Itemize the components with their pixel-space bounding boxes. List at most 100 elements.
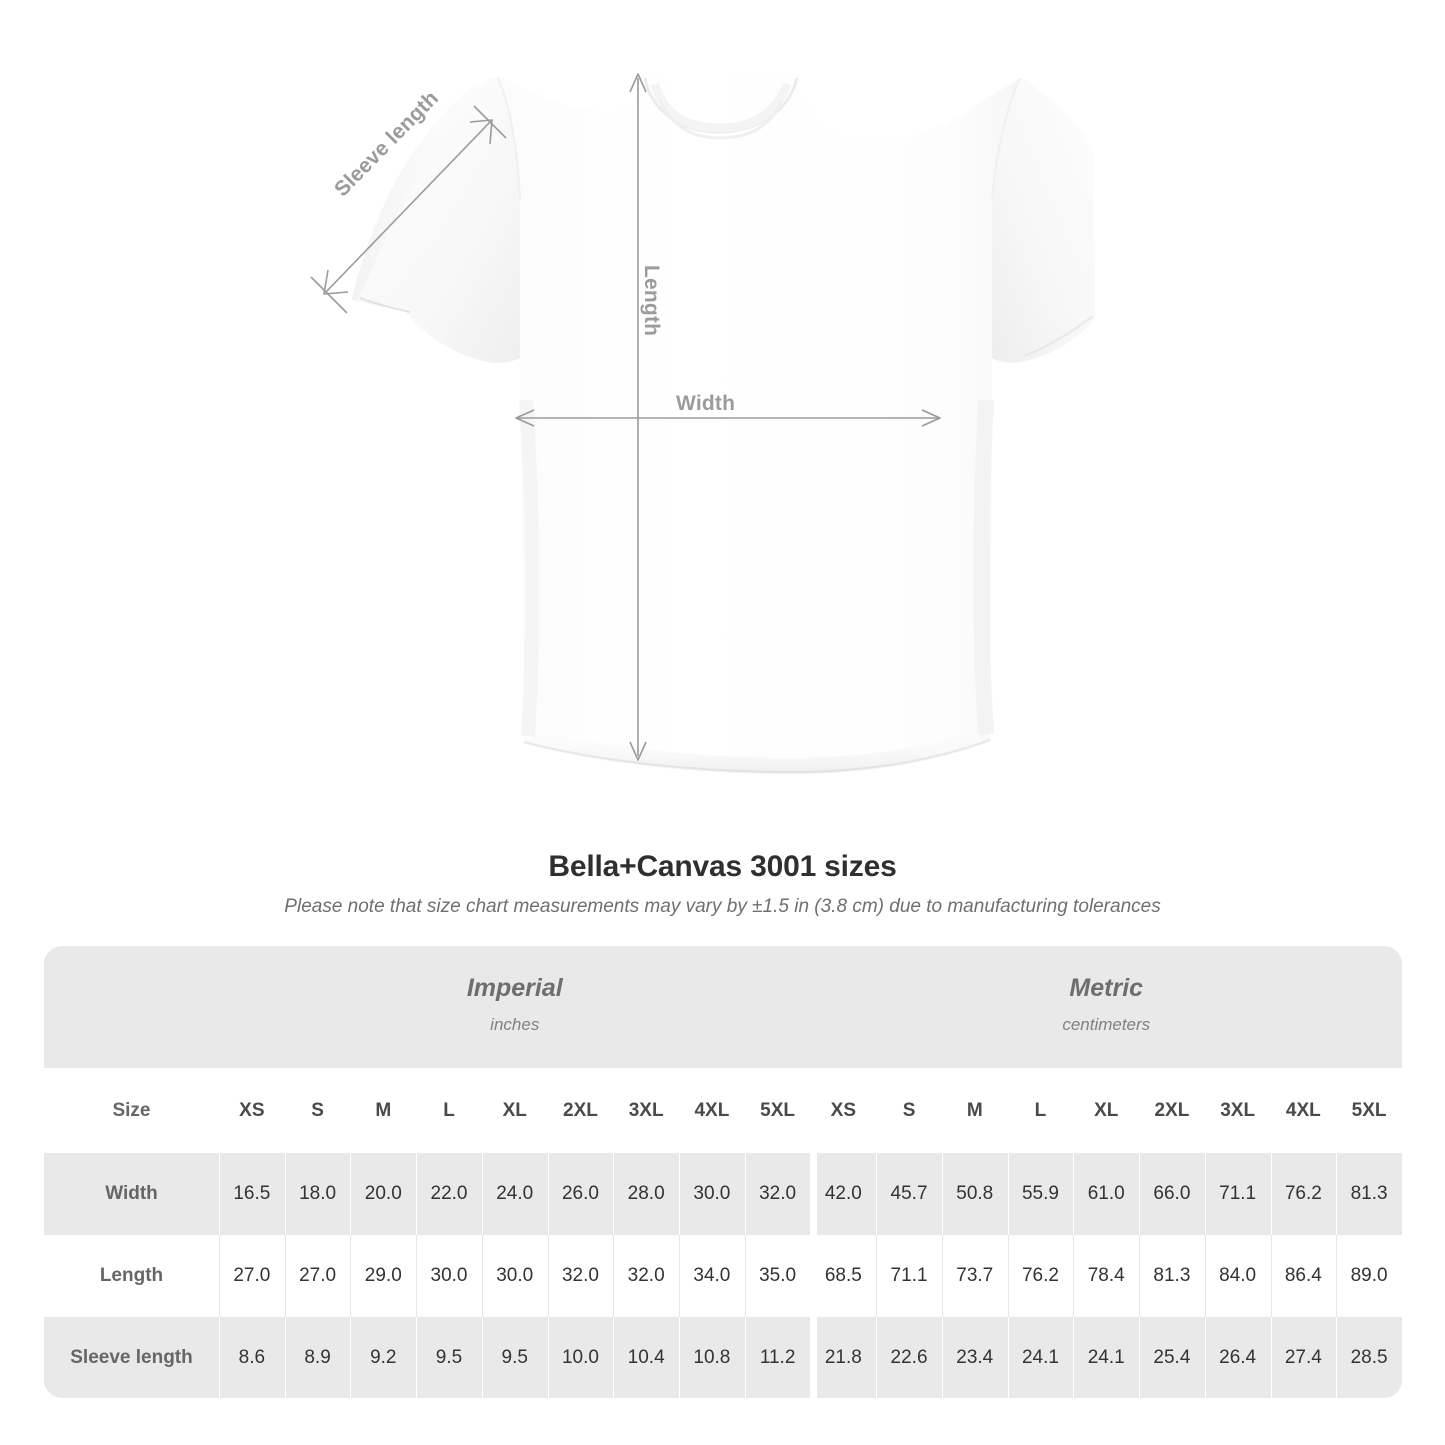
left-sleeve-shading (358, 76, 520, 363)
sleeve-line (325, 121, 491, 293)
right-shoulder-seam (991, 77, 1021, 201)
tshirt-diagram: Sleeve length Length Width (310, 70, 1095, 774)
cell-sleeve-metric-l: 24.1 (1007, 1317, 1074, 1398)
cell-length-imperial-2xl: 32.0 (547, 1235, 614, 1317)
size-grid: Size XS S M L XL 2XL 3XL 4XL 5XL XS S M … (44, 1068, 1402, 1398)
cell-width-imperial-xs: 16.5 (219, 1153, 285, 1235)
cell-width-metric-xs: 42.0 (810, 1153, 876, 1235)
col-header-imperial-l: L (416, 1068, 482, 1153)
col-header-imperial-5xl: 5XL (744, 1068, 811, 1153)
cell-length-metric-xl: 78.4 (1073, 1235, 1139, 1317)
cell-sleeve-imperial-3xl: 10.4 (613, 1317, 679, 1398)
table-row-sleeve-length: Sleeve length 8.6 8.9 9.2 9.5 9.5 10.0 1… (44, 1317, 1402, 1398)
cell-sleeve-metric-5xl: 28.5 (1336, 1317, 1402, 1398)
cell-sleeve-imperial-l: 9.5 (416, 1317, 482, 1398)
cell-sleeve-metric-2xl: 25.4 (1139, 1317, 1205, 1398)
measurement-lines (310, 73, 941, 761)
col-header-metric-xl: XL (1073, 1068, 1139, 1153)
right-sleeve-shading (992, 78, 1095, 363)
page-title: Bella+Canvas 3001 sizes (548, 850, 897, 883)
cell-length-imperial-m: 29.0 (350, 1235, 416, 1317)
unit-block-metric: Metric centimeters (811, 946, 1403, 1068)
tshirt-illustration-svg (310, 70, 1095, 774)
cell-sleeve-imperial-4xl: 10.8 (679, 1317, 745, 1398)
cell-width-metric-2xl: 66.0 (1139, 1153, 1205, 1235)
width-arrow-right (921, 409, 941, 427)
col-header-imperial-3xl: 3XL (613, 1068, 679, 1153)
cell-sleeve-metric-3xl: 26.4 (1204, 1317, 1271, 1398)
cell-width-imperial-3xl: 28.0 (613, 1153, 679, 1235)
cell-length-imperial-l: 30.0 (416, 1235, 482, 1317)
cell-length-imperial-4xl: 34.0 (679, 1235, 745, 1317)
right-body-fold (973, 399, 994, 735)
length-arrow-top (629, 73, 647, 93)
size-chart-table: Imperial inches Metric centimeters Size … (44, 946, 1402, 1398)
cell-length-metric-2xl: 81.3 (1139, 1235, 1205, 1317)
cell-sleeve-metric-4xl: 27.4 (1270, 1317, 1337, 1398)
unit-name-imperial: Imperial (466, 973, 563, 1002)
length-arrow-bottom (629, 741, 647, 761)
unit-name-metric: Metric (1069, 973, 1144, 1002)
table-header-row: Size XS S M L XL 2XL 3XL 4XL 5XL XS S M … (44, 1068, 1402, 1153)
cell-length-metric-5xl: 89.0 (1336, 1235, 1402, 1317)
cell-width-metric-m: 50.8 (941, 1153, 1008, 1235)
col-header-metric-2xl: 2XL (1139, 1068, 1205, 1153)
cell-sleeve-metric-xs: 21.8 (810, 1317, 876, 1398)
cell-width-imperial-l: 22.0 (416, 1153, 482, 1235)
left-shoulder-seam (497, 77, 521, 201)
cell-length-imperial-s: 27.0 (284, 1235, 351, 1317)
cell-length-metric-xs: 68.5 (810, 1235, 876, 1317)
bottom-hem-shade (524, 724, 990, 774)
tolerance-note: Please note that size chart measurements… (284, 896, 1161, 917)
cell-sleeve-metric-s: 22.6 (876, 1317, 942, 1398)
cell-length-imperial-xl: 30.0 (481, 1235, 548, 1317)
unit-header-band: Imperial inches Metric centimeters (44, 946, 1402, 1068)
cell-sleeve-imperial-m: 9.2 (350, 1317, 416, 1398)
unit-sub-imperial: inches (490, 1015, 540, 1035)
row-label-sleeve-length: Sleeve length (70, 1347, 193, 1368)
row-label-width: Width (105, 1183, 158, 1204)
unit-sub-metric: centimeters (1062, 1015, 1151, 1035)
col-header-imperial-xs: XS (219, 1068, 285, 1153)
cell-width-imperial-4xl: 30.0 (679, 1153, 745, 1235)
cell-sleeve-imperial-2xl: 10.0 (547, 1317, 614, 1398)
col-header-imperial-m: M (350, 1068, 416, 1153)
col-header-metric-m: M (941, 1068, 1008, 1153)
sleeve-arrow-lower (323, 269, 349, 295)
shirt-body (352, 70, 1095, 774)
col-header-metric-3xl: 3XL (1204, 1068, 1271, 1153)
cell-width-imperial-s: 18.0 (284, 1153, 351, 1235)
width-dimension-label: Width (676, 392, 736, 415)
col-header-metric-xs: XS (810, 1068, 876, 1153)
cell-length-imperial-xs: 27.0 (219, 1235, 285, 1317)
table-row-width: Width 16.5 18.0 20.0 22.0 24.0 26.0 28.0… (44, 1153, 1402, 1235)
col-header-metric-4xl: 4XL (1270, 1068, 1337, 1153)
cell-sleeve-metric-m: 23.4 (941, 1317, 1008, 1398)
cell-length-metric-s: 71.1 (876, 1235, 942, 1317)
cell-width-imperial-m: 20.0 (350, 1153, 416, 1235)
cell-width-metric-s: 45.7 (876, 1153, 942, 1235)
length-dimension-label: Length (640, 265, 663, 337)
cell-sleeve-metric-xl: 24.1 (1073, 1317, 1139, 1398)
cell-length-metric-m: 73.7 (941, 1235, 1008, 1317)
unit-block-imperial: Imperial inches (219, 946, 811, 1068)
col-header-metric-s: S (876, 1068, 942, 1153)
sleeve-tick-lower (310, 276, 348, 314)
cell-length-metric-l: 76.2 (1007, 1235, 1074, 1317)
cell-length-metric-4xl: 86.4 (1270, 1235, 1337, 1317)
collar-ribbing (650, 82, 792, 133)
cell-width-metric-3xl: 71.1 (1204, 1153, 1271, 1235)
cell-length-metric-3xl: 84.0 (1204, 1235, 1271, 1317)
col-header-imperial-xl: XL (481, 1068, 548, 1153)
col-header-imperial-4xl: 4XL (679, 1068, 745, 1153)
col-header-imperial-2xl: 2XL (547, 1068, 614, 1153)
sleeve-tick-upper (473, 105, 507, 139)
cell-sleeve-imperial-xl: 9.5 (481, 1317, 548, 1398)
cell-width-metric-l: 55.9 (1007, 1153, 1074, 1235)
width-arrow-left (515, 409, 535, 427)
cell-width-imperial-5xl: 32.0 (744, 1153, 811, 1235)
cell-length-imperial-5xl: 35.0 (744, 1235, 811, 1317)
row-header-size: Size (112, 1099, 151, 1121)
table-row-length: Length 27.0 27.0 29.0 30.0 30.0 32.0 32.… (44, 1235, 1402, 1317)
